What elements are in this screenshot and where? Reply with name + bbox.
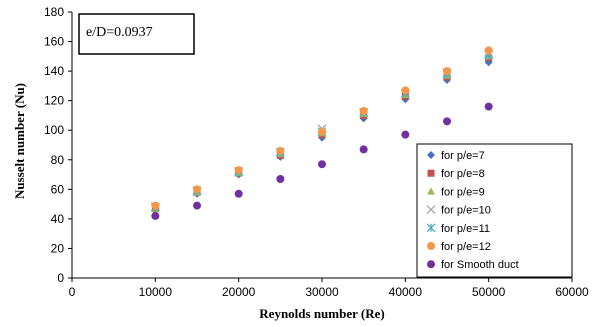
legend-frame [416,143,573,278]
y-axis-title: Nusselt number (Nu) [12,83,27,199]
legend-marker [427,242,435,250]
legend-marker [426,223,436,233]
x-tick-label: 40000 [389,285,423,299]
data-point [276,146,285,155]
y-tick-label: 100 [44,123,64,137]
y-tick-label: 0 [57,271,64,285]
data-point [359,145,368,154]
data-point [276,174,285,183]
data-point [318,127,326,136]
data-point [151,201,160,210]
data-point [151,211,160,220]
y-tick-label: 180 [44,5,64,19]
y-tick-label: 20 [51,241,65,255]
x-tick-label: 0 [69,285,76,299]
y-tick-label: 40 [51,212,65,226]
legend-marker [427,260,435,269]
data-point [484,102,493,111]
y-tick-label: 140 [44,64,64,78]
x-tick-label: 20000 [222,285,256,299]
x-tick-label: 50000 [472,285,506,299]
legend-marker [427,187,435,195]
legend-label: for p/e=8 [441,168,485,180]
legend-label: for Smooth duct [441,259,519,271]
x-tick-label: 30000 [305,285,339,299]
annotation-frame [78,13,195,55]
data-point [193,201,201,210]
data-point [443,67,451,76]
series-6-points [151,46,493,210]
data-point [318,160,326,169]
data-point [443,117,451,126]
data-point [484,46,493,55]
data-point [401,130,410,139]
y-tick-label: 160 [44,35,64,49]
data-point [401,86,410,95]
legend-marker [427,169,435,177]
data-point [193,185,201,194]
x-tick-label: 10000 [139,285,173,299]
legend-label: for p/e=10 [441,205,491,217]
data-point [234,189,243,198]
annotation-text: e/D=0.0937 [86,25,153,40]
y-axis-ticks: 0 20 40 60 80 100 120 140 160 180 [44,5,72,285]
data-marks [150,46,494,220]
legend-marker [427,151,435,159]
legend-label: for p/e=11 [441,223,490,235]
legend-label: for p/e=7 [441,150,485,162]
data-point [359,107,368,116]
x-tick-label: 60000 [555,285,589,299]
y-tick-label: 80 [51,153,65,167]
legend: for p/e=7 for p/e=8 for p/e=9 for p/e=10 for… [416,143,573,278]
legend-label: for p/e=9 [441,186,485,198]
series-7-points [151,102,493,220]
y-tick-label: 60 [51,182,65,196]
annotation-box: e/D=0.0937 [78,13,195,55]
y-tick-label: 120 [44,94,64,108]
data-point [234,166,243,175]
legend-marker [426,205,436,215]
legend-label: for p/e=12 [441,241,491,253]
x-axis-title: Reynolds number (Re) [259,306,384,321]
x-axis-ticks: 0 10000 20000 30000 40000 50000 60000 [69,278,589,299]
